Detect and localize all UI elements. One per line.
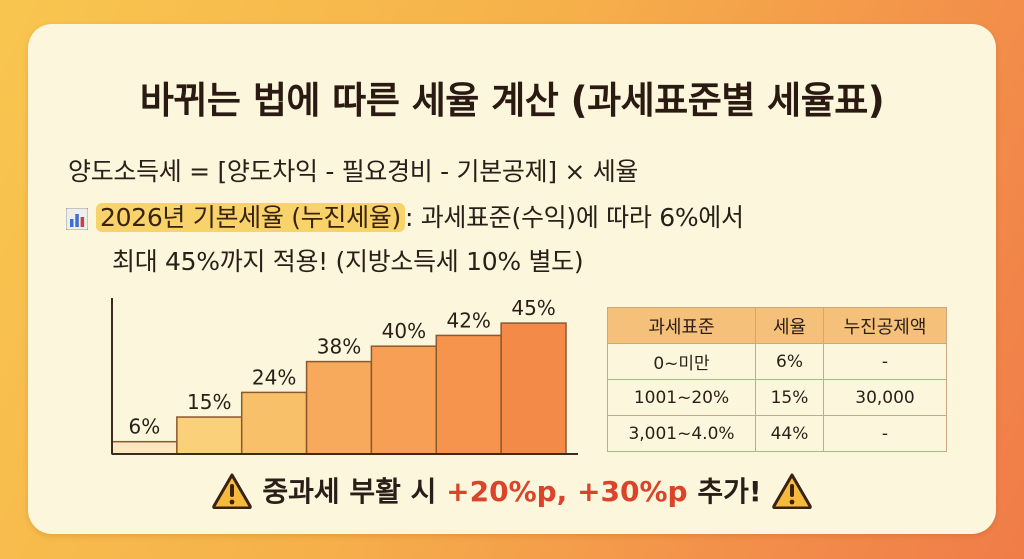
page-title: 바뀌는 법에 따른 세율 계산 (과세표준별 세율표)	[139, 79, 885, 122]
formula-text: 양도소득세 = [양도차익 - 필요경비 - 기본공제] × 세율	[68, 157, 639, 186]
surcharge-notice: 중과세 부활 시 +20%p, +30%p 추가!	[0, 470, 1024, 516]
bar-3	[305, 360, 373, 455]
surcharge-rate: +20%p, +30%p	[446, 475, 688, 508]
bar-0	[111, 440, 178, 455]
basic-rate-line3: 최대 45%까지 적용! (지방소득세 10% 별도)	[112, 247, 584, 276]
bar-5	[435, 334, 502, 455]
bar-4	[370, 345, 438, 455]
table-header-row: 과세표준 세율 누진공제액	[607, 307, 947, 344]
warning-icon	[212, 473, 253, 516]
table-cell: 6%	[755, 343, 824, 380]
bar-6	[500, 322, 567, 455]
table-row: 0~미만 6% -	[607, 343, 947, 380]
basic-rate-line: 2026년 기본세율 (누진세율): 과세표준(수익)에 따라 6%에서	[65, 198, 744, 236]
table-cell: 0~미만	[607, 343, 756, 380]
bar-label-2: 24%	[252, 365, 296, 389]
bar-label-0: 6%	[129, 415, 161, 439]
table-header: 과세표준	[607, 307, 756, 344]
tax-rate-bar-chart: 6% 15% 24% 38% 40% 42% 45%	[111, 296, 578, 455]
basic-rate-highlight: 2026년 기본세율 (누진세율)	[96, 203, 405, 232]
table-header: 세율	[755, 307, 824, 344]
bar-label-6: 45%	[511, 296, 555, 320]
bar-2	[240, 391, 308, 455]
basic-rate-text: : 과세표준(수익)에 따라 6%에서	[404, 203, 744, 232]
bar-1	[176, 416, 243, 455]
surcharge-text-end: 추가!	[687, 475, 762, 508]
table-row: 1001~20% 15% 30,000	[607, 379, 947, 416]
tax-rate-table: 과세표준 세율 누진공제액 0~미만 6% - 1001~20% 15% 30,…	[607, 307, 947, 452]
surcharge-text: 중과세 부활 시	[262, 475, 447, 508]
table-header: 누진공제액	[823, 307, 947, 344]
bar-label-5: 42%	[446, 308, 490, 332]
table-cell: -	[823, 343, 947, 380]
bar-label-3: 38%	[317, 335, 361, 359]
table-cell: 3,001~4.0%	[607, 415, 756, 452]
table-cell: 30,000	[823, 379, 947, 416]
table-cell: -	[823, 415, 947, 452]
table-cell: 15%	[755, 379, 824, 416]
table-row: 3,001~4.0% 44% -	[607, 415, 947, 452]
bar-label-4: 40%	[382, 319, 426, 343]
table-cell: 44%	[755, 415, 824, 452]
warning-icon	[771, 473, 812, 516]
bar-label-1: 15%	[187, 390, 231, 414]
table-cell: 1001~20%	[607, 379, 756, 416]
bar-chart-icon	[65, 207, 89, 236]
